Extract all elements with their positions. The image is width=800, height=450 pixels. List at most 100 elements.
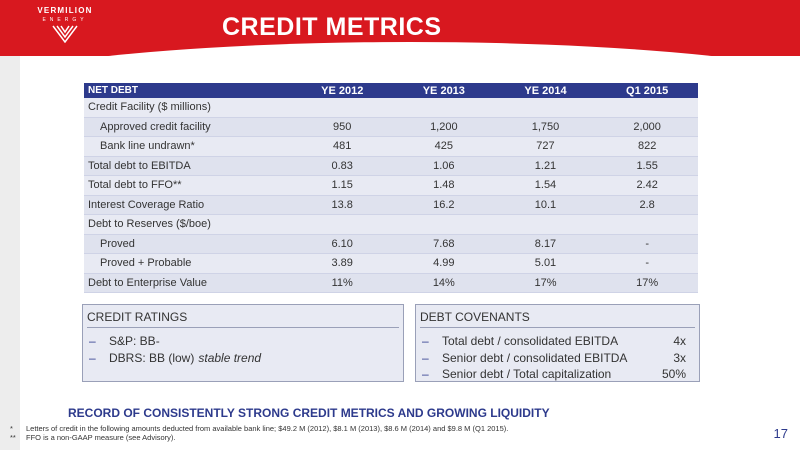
bullet-dash-icon: – bbox=[422, 351, 429, 365]
footnote: ** FFO is a non-GAAP measure (see Advisor… bbox=[10, 433, 508, 442]
footnote: * Letters of credit in the following amou… bbox=[10, 424, 508, 433]
row-label: Total debt to EBITDA bbox=[84, 156, 292, 176]
credit-metrics-table: NET DEBT YE 2012 YE 2013 YE 2014 Q1 2015… bbox=[84, 83, 698, 293]
tagline: RECORD OF CONSISTENTLY STRONG CREDIT MET… bbox=[68, 406, 550, 420]
table-cell bbox=[393, 98, 495, 118]
table-cell: 2.8 bbox=[596, 195, 698, 215]
table-row: Credit Facility ($ millions) bbox=[84, 98, 698, 118]
page-title: CREDIT METRICS bbox=[222, 13, 442, 41]
row-label: Total debt to FFO** bbox=[84, 175, 292, 196]
row-label: Bank line undrawn* bbox=[84, 136, 292, 157]
table-cell: 14% bbox=[393, 273, 495, 293]
table-cell: 1.55 bbox=[596, 156, 698, 176]
table-cell: 1,200 bbox=[393, 117, 495, 137]
row-label: Approved credit facility bbox=[84, 117, 292, 137]
left-accent-bar bbox=[0, 56, 20, 450]
table-cell: 1,750 bbox=[494, 117, 597, 137]
table-cell: 17% bbox=[596, 273, 698, 293]
column-header: Q1 2015 bbox=[596, 83, 698, 98]
covenant-item: – Senior debt / consolidated EBITDA 3x bbox=[422, 350, 686, 366]
table-row: Proved + Probable 3.89 4.99 5.01 - bbox=[84, 253, 698, 274]
footnote-text: FFO is a non-GAAP measure (see Advisory)… bbox=[26, 433, 176, 442]
table-cell bbox=[494, 214, 597, 235]
rating-sp: – S&P: BB- bbox=[89, 333, 160, 349]
rating-dbrs: – DBRS: BB (low) stable trend bbox=[89, 350, 261, 366]
row-label: Proved + Probable bbox=[84, 253, 292, 274]
covenant-value: 3x bbox=[673, 351, 686, 365]
table-cell: 1.06 bbox=[393, 156, 495, 176]
header-banner: VERMILION ENERGY CREDIT METRICS bbox=[0, 0, 800, 56]
table-cell: 1.21 bbox=[494, 156, 597, 176]
table-cell: 0.83 bbox=[291, 156, 393, 176]
table-cell: 3.89 bbox=[291, 253, 393, 274]
rating-sp-text: S&P: BB- bbox=[109, 334, 160, 348]
table-cell: 6.10 bbox=[291, 234, 393, 254]
header-curve bbox=[0, 42, 800, 56]
column-header: NET DEBT bbox=[84, 83, 292, 98]
table-cell: 727 bbox=[494, 136, 597, 157]
row-label: Debt to Enterprise Value bbox=[84, 273, 292, 293]
table-cell: 10.1 bbox=[494, 195, 597, 215]
column-header: YE 2013 bbox=[393, 83, 495, 98]
table-cell: 7.68 bbox=[393, 234, 495, 254]
table-cell: 4.99 bbox=[393, 253, 495, 274]
footnotes: * Letters of credit in the following amou… bbox=[10, 424, 508, 442]
footnote-text: Letters of credit in the following amoun… bbox=[26, 424, 509, 433]
table-cell bbox=[291, 98, 393, 118]
table-cell: 1.48 bbox=[393, 175, 495, 196]
table-row: Debt to Reserves ($/boe) bbox=[84, 214, 698, 235]
debt-covenants-title: DEBT COVENANTS bbox=[420, 310, 530, 324]
table-row: Debt to Enterprise Value 11% 14% 17% 17% bbox=[84, 273, 698, 293]
table-cell: 5.01 bbox=[494, 253, 597, 274]
table-row: Bank line undrawn* 481 425 727 822 bbox=[84, 136, 698, 157]
footnote-mark: ** bbox=[10, 433, 16, 442]
debt-covenants-box: DEBT COVENANTS – Total debt / consolidat… bbox=[415, 304, 700, 382]
bullet-dash-icon: – bbox=[422, 367, 429, 381]
table-cell: 481 bbox=[291, 136, 393, 157]
table-cell: 11% bbox=[291, 273, 393, 293]
table-row: Approved credit facility 950 1,200 1,750… bbox=[84, 117, 698, 137]
table-row: Total debt to EBITDA 0.83 1.06 1.21 1.55 bbox=[84, 156, 698, 176]
covenant-label: Senior debt / consolidated EBITDA bbox=[442, 351, 628, 365]
column-header: YE 2012 bbox=[291, 83, 393, 98]
table-cell: 425 bbox=[393, 136, 495, 157]
table-cell: 8.17 bbox=[494, 234, 597, 254]
table-cell: 2.42 bbox=[596, 175, 698, 196]
logo-mark-icon bbox=[52, 25, 78, 43]
box-divider bbox=[420, 327, 695, 328]
table-cell: 950 bbox=[291, 117, 393, 137]
rating-dbrs-text: DBRS: BB (low) bbox=[109, 351, 195, 365]
table-row: Interest Coverage Ratio 13.8 16.2 10.1 2… bbox=[84, 195, 698, 215]
covenant-value: 50% bbox=[661, 367, 686, 381]
page-number: 17 bbox=[773, 426, 788, 441]
table-cell: 13.8 bbox=[291, 195, 393, 215]
row-label: Proved bbox=[84, 234, 292, 254]
logo-name: VERMILION bbox=[37, 6, 93, 15]
table-cell: 1.15 bbox=[291, 175, 393, 196]
bullet-dash-icon: – bbox=[422, 334, 429, 348]
table-cell bbox=[393, 214, 495, 235]
bullet-dash-icon: – bbox=[89, 351, 96, 365]
table-cell: 1.54 bbox=[494, 175, 597, 196]
table-cell: - bbox=[596, 234, 698, 254]
row-label: Debt to Reserves ($/boe) bbox=[84, 214, 292, 235]
row-label: Credit Facility ($ millions) bbox=[84, 98, 292, 118]
box-divider bbox=[87, 327, 399, 328]
logo-sub: ENERGY bbox=[42, 17, 88, 23]
table-cell: 822 bbox=[596, 136, 698, 157]
vermilion-logo: VERMILION ENERGY bbox=[22, 6, 108, 46]
table-row: Total debt to FFO** 1.15 1.48 1.54 2.42 bbox=[84, 175, 698, 196]
table-cell: 16.2 bbox=[393, 195, 495, 215]
row-label: Interest Coverage Ratio bbox=[84, 195, 292, 215]
covenant-label: Total debt / consolidated EBITDA bbox=[442, 334, 619, 348]
covenant-item: – Senior debt / Total capitalization 50% bbox=[422, 366, 686, 382]
bullet-dash-icon: – bbox=[89, 334, 96, 348]
rating-dbrs-trend: stable trend bbox=[198, 351, 262, 365]
table-cell: - bbox=[596, 253, 698, 274]
credit-ratings-title: CREDIT RATINGS bbox=[87, 310, 188, 324]
table-cell bbox=[494, 98, 597, 118]
table-cell: 2,000 bbox=[596, 117, 698, 137]
table-row: Proved 6.10 7.68 8.17 - bbox=[84, 234, 698, 254]
covenant-label: Senior debt / Total capitalization bbox=[442, 367, 612, 381]
credit-ratings-box: CREDIT RATINGS – S&P: BB- – DBRS: BB (lo… bbox=[82, 304, 404, 382]
